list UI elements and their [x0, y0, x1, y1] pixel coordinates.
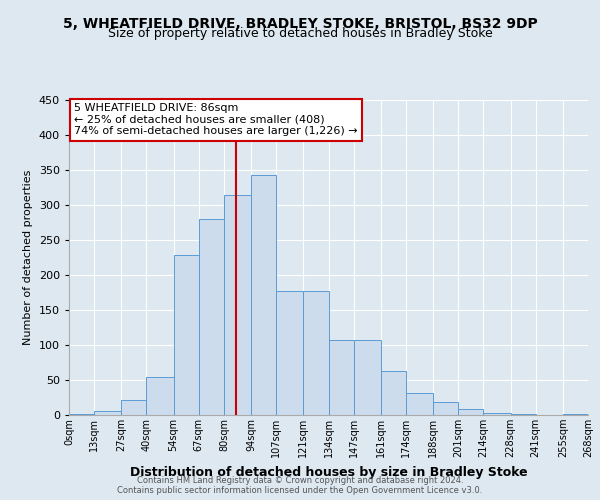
Bar [329, 340, 353, 415]
Bar [406, 392, 433, 415]
Text: Contains public sector information licensed under the Open Government Licence v3: Contains public sector information licen… [118, 486, 482, 495]
Y-axis label: Number of detached properties: Number of detached properties [23, 170, 33, 345]
X-axis label: Distribution of detached houses by size in Bradley Stoke: Distribution of detached houses by size … [130, 466, 527, 478]
Bar [276, 291, 304, 415]
Bar [511, 414, 536, 415]
Bar [251, 175, 276, 415]
Bar [173, 256, 199, 415]
Bar [304, 291, 329, 415]
Bar [121, 400, 146, 415]
Bar [433, 402, 458, 415]
Bar [458, 410, 484, 415]
Bar [353, 340, 381, 415]
Bar [146, 376, 173, 415]
Text: Contains HM Land Registry data © Crown copyright and database right 2024.: Contains HM Land Registry data © Crown c… [137, 476, 463, 485]
Bar [563, 414, 588, 415]
Bar [94, 411, 121, 415]
Text: 5 WHEATFIELD DRIVE: 86sqm
← 25% of detached houses are smaller (408)
74% of semi: 5 WHEATFIELD DRIVE: 86sqm ← 25% of detac… [74, 103, 358, 136]
Bar [381, 371, 406, 415]
Text: Size of property relative to detached houses in Bradley Stoke: Size of property relative to detached ho… [107, 28, 493, 40]
Bar [224, 194, 251, 415]
Bar [199, 219, 224, 415]
Bar [69, 414, 94, 415]
Text: 5, WHEATFIELD DRIVE, BRADLEY STOKE, BRISTOL, BS32 9DP: 5, WHEATFIELD DRIVE, BRADLEY STOKE, BRIS… [62, 18, 538, 32]
Bar [484, 413, 511, 415]
